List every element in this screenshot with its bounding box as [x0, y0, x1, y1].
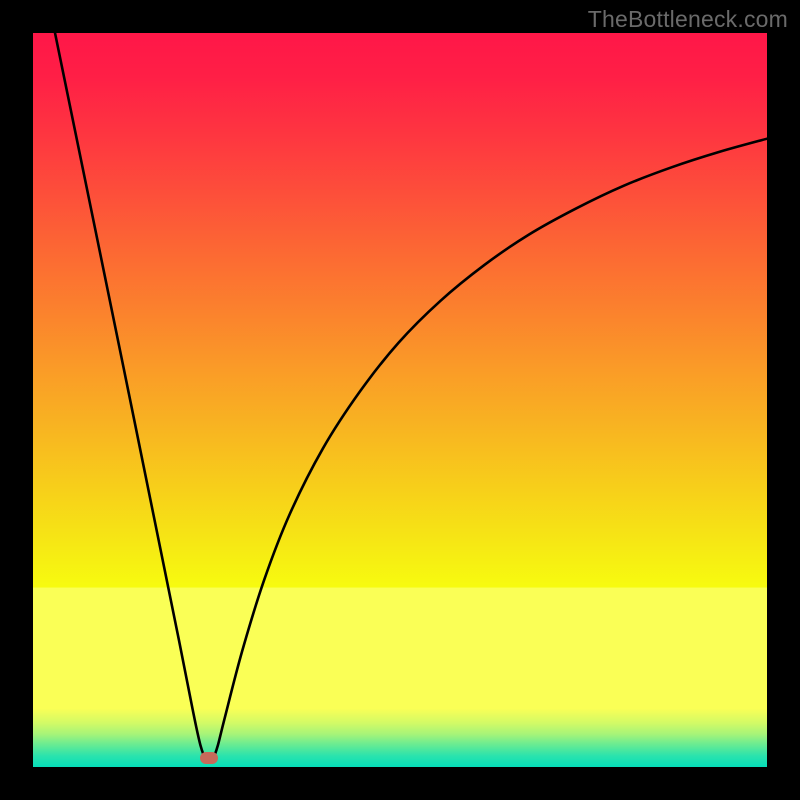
watermark-text: TheBottleneck.com [588, 6, 788, 33]
minimum-marker [200, 752, 218, 764]
bottleneck-curve [33, 33, 767, 767]
plot-area [33, 33, 767, 767]
